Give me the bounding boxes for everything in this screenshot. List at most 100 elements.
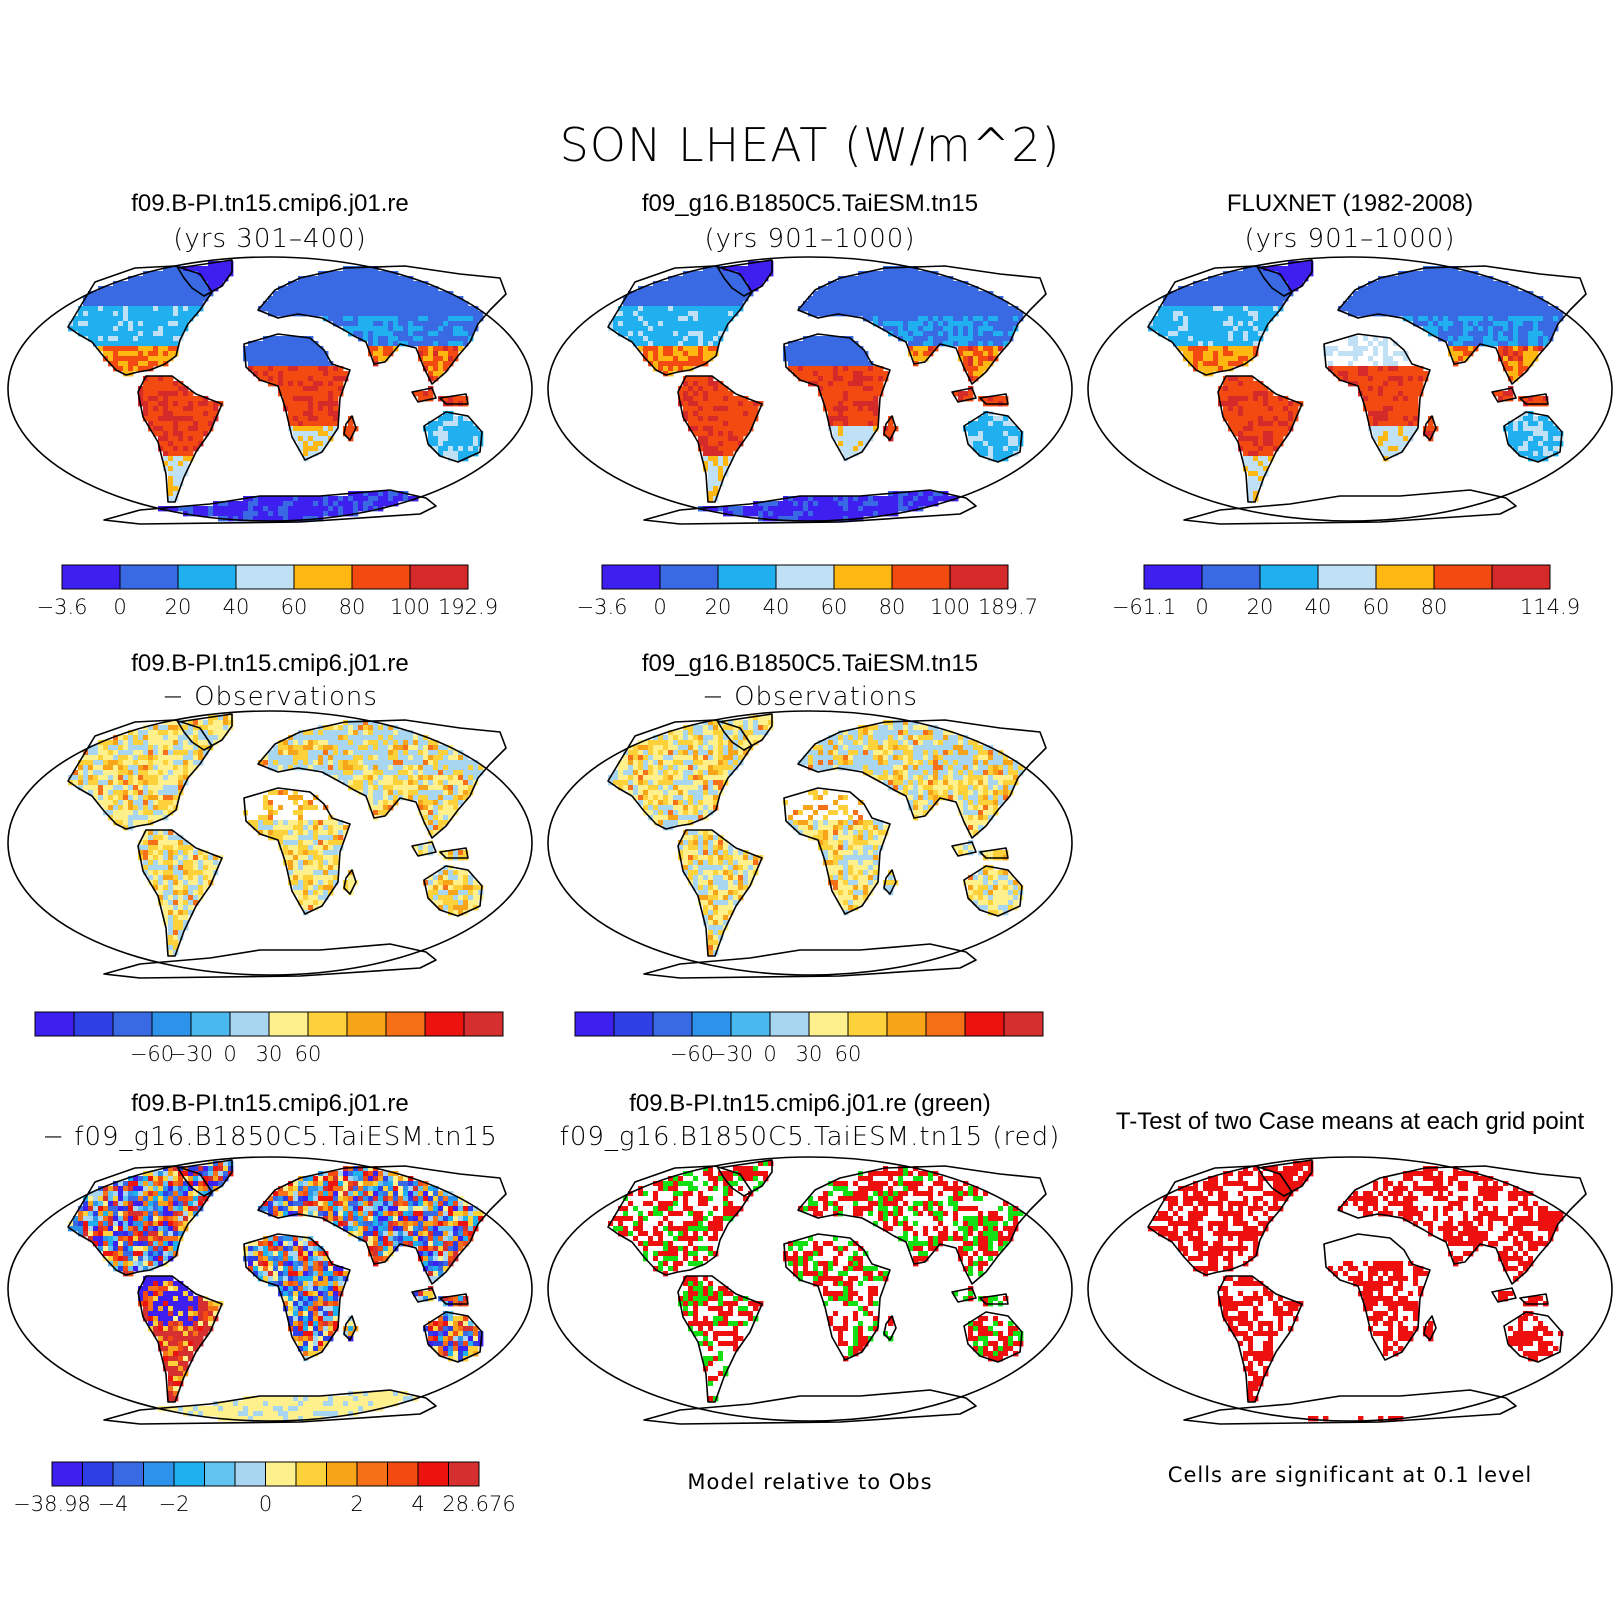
colorbar-label: −2 — [159, 1492, 190, 1516]
colorbar-swatch — [1491, 564, 1551, 590]
coastline-greenland — [717, 713, 773, 751]
colorbar-swatch — [173, 1461, 205, 1487]
coastline-eurasia — [1337, 1165, 1587, 1285]
coastlines — [67, 1159, 507, 1425]
map-border — [7, 710, 533, 976]
colorbar-label: 20 — [165, 595, 192, 619]
coastline-australia — [963, 411, 1023, 463]
colorbar-swatch — [387, 1461, 419, 1487]
page-title: SON LHEAT (W/m^2) — [559, 118, 1061, 172]
map-field — [7, 256, 533, 525]
colorbar-swatch — [601, 564, 661, 590]
colorbar-swatch — [730, 1011, 771, 1037]
colorbar-swatch — [356, 1461, 388, 1487]
colorbar-swatch — [61, 564, 121, 590]
colorbar-swatch — [847, 1011, 888, 1037]
coastline-samerica — [137, 375, 223, 503]
coastline-madagascar — [883, 869, 897, 895]
coastline-africa — [783, 1233, 891, 1361]
coastline-indonesia — [411, 841, 469, 859]
coastline-indonesia — [411, 387, 469, 405]
colorbar: −3.6 0 20 40 60 80 100 189.7 — [577, 564, 1048, 630]
colorbar-swatch — [949, 564, 1009, 590]
coastline-madagascar — [1423, 1315, 1437, 1341]
colorbar-label: −3.6 — [577, 595, 628, 619]
map-field — [7, 710, 533, 979]
coastline-africa — [243, 1233, 351, 1361]
coastline-greenland — [177, 259, 233, 297]
map-border — [7, 1156, 533, 1422]
colorbar-label: 30 — [256, 1042, 283, 1066]
coastline-samerica — [677, 829, 763, 957]
colorbar-swatch — [808, 1011, 849, 1037]
panel-title: f09_g16.B1850C5.TaiESM.tn15 — [641, 190, 979, 217]
colorbar-swatch — [613, 1011, 654, 1037]
colorbar-label: 60 — [835, 1042, 862, 1066]
coastline-samerica — [1217, 1275, 1303, 1403]
panel-title: f09.B-PI.tn15.cmip6.j01.re (green) — [629, 1090, 991, 1117]
colorbar-swatch — [833, 564, 893, 590]
colorbar-label: 40 — [223, 595, 250, 619]
panel-title: f09.B-PI.tn15.cmip6.j01.re — [131, 650, 409, 677]
coastline-africa — [1323, 333, 1431, 461]
coastline-greenland — [717, 259, 773, 297]
colorbar-swatch — [1317, 564, 1377, 590]
colorbar-swatch — [112, 1011, 153, 1037]
panel-note: Cells are significant at 0.1 level — [1167, 1463, 1533, 1487]
coastline-eurasia — [257, 1165, 507, 1285]
colorbar-swatch — [190, 1011, 231, 1037]
colorbar-label: 0 — [259, 1492, 272, 1516]
colorbar-label: 60 — [821, 595, 848, 619]
colorbar-swatch — [177, 564, 237, 590]
colorbar-swatch — [293, 564, 353, 590]
colorbar-label: 0 — [1195, 595, 1208, 619]
coastline-antarctica — [643, 489, 977, 525]
colorbar-swatch — [1433, 564, 1493, 590]
coastline-eurasia — [797, 719, 1047, 839]
colorbar-label: 114.9 — [1520, 595, 1580, 619]
coastline-greenland — [1257, 259, 1313, 297]
coastline-eurasia — [797, 1165, 1047, 1285]
field-cells — [608, 715, 1024, 956]
colorbar-label: 189.7 — [978, 595, 1038, 619]
colorbar-swatch — [1143, 564, 1203, 590]
colorbar-swatch — [143, 1461, 175, 1487]
colorbar-label: 80 — [339, 595, 366, 619]
colorbar-label: −60 — [670, 1042, 714, 1066]
coastline-greenland — [1257, 1159, 1313, 1197]
colorbar-label: 4 — [411, 1492, 424, 1516]
colorbar-swatch — [51, 1461, 83, 1487]
coastline-antarctica — [103, 943, 437, 979]
map-border — [7, 256, 533, 522]
coastline-indonesia — [951, 841, 1009, 859]
colorbar-swatch — [326, 1461, 358, 1487]
coastline-australia — [423, 1311, 483, 1363]
coastline-madagascar — [1423, 415, 1437, 441]
map-field — [1087, 256, 1613, 525]
coastline-antarctica — [1183, 1389, 1517, 1425]
coastline-indonesia — [951, 387, 1009, 405]
panel-subtitle: (yrs 301–400) — [173, 224, 367, 254]
colorbar-swatch — [886, 1011, 927, 1037]
panel-subtitle: (yrs 901–1000) — [704, 224, 916, 254]
colorbar-swatch — [652, 1011, 693, 1037]
coastline-africa — [1323, 1233, 1431, 1361]
colorbar-label: −30 — [169, 1042, 213, 1066]
coastline-madagascar — [343, 415, 357, 441]
colorbar-swatch — [346, 1011, 387, 1037]
colorbar-swatch — [73, 1011, 114, 1037]
colorbar-label: 0 — [763, 1042, 776, 1066]
map-field — [547, 256, 1073, 525]
map-border — [547, 1156, 1073, 1422]
colorbar-swatch — [234, 1461, 266, 1487]
colorbar: −60 −30 0 30 60 — [34, 1011, 543, 1077]
field-cells — [1148, 1161, 1564, 1422]
colorbar: −60 −30 0 30 60 — [574, 1011, 1083, 1077]
coastlines — [67, 713, 507, 979]
colorbar-label: 0 — [223, 1042, 236, 1066]
colorbar-label: 100 — [930, 595, 970, 619]
world-map — [1087, 1156, 1613, 1425]
world-map — [7, 1156, 533, 1425]
coastline-samerica — [1217, 375, 1303, 503]
colorbar-swatch — [265, 1461, 297, 1487]
